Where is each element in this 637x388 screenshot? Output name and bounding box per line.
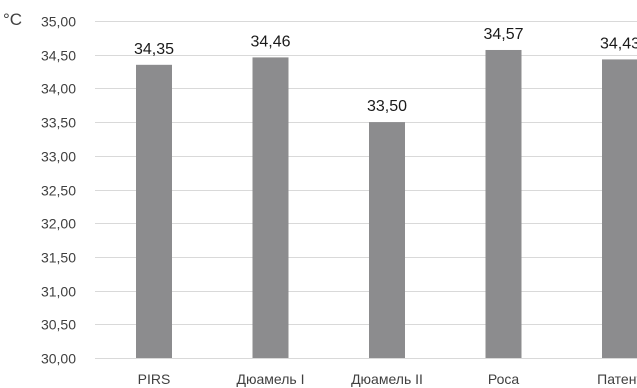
data-label: 34,43 <box>600 35 637 52</box>
bar <box>369 122 405 358</box>
data-label: 34,46 <box>250 33 290 50</box>
data-label: 33,50 <box>367 98 407 115</box>
bar <box>602 59 637 358</box>
y-tick-label: 30,00 <box>41 351 76 367</box>
y-tick-label: 30,50 <box>41 317 76 333</box>
y-tick-label: 31,50 <box>41 250 76 266</box>
bar <box>485 49 522 359</box>
data-label: 34,35 <box>134 41 174 58</box>
x-tick-label: Роса <box>488 371 520 387</box>
y-tick-label: 35,00 <box>41 14 76 30</box>
data-label: 34,57 <box>483 26 523 43</box>
x-tick-label: Патент <box>597 371 637 387</box>
y-tick-label: 34,00 <box>41 81 76 97</box>
y-tick-label: 32,50 <box>41 183 76 199</box>
y-tick-label: 32,00 <box>41 216 76 232</box>
y-tick-label: 33,50 <box>41 115 76 131</box>
bar <box>252 57 289 359</box>
x-tick-label: Дюамель II <box>351 371 423 387</box>
bar <box>136 64 172 358</box>
y-tick-label: 31,00 <box>41 284 76 300</box>
x-tick-label: PIRS <box>138 371 171 387</box>
y-unit-label: °C <box>3 10 23 29</box>
x-tick-label: Дюамель I <box>237 371 305 387</box>
y-tick-label: 33,00 <box>41 149 76 165</box>
y-tick-label: 34,50 <box>41 48 76 64</box>
